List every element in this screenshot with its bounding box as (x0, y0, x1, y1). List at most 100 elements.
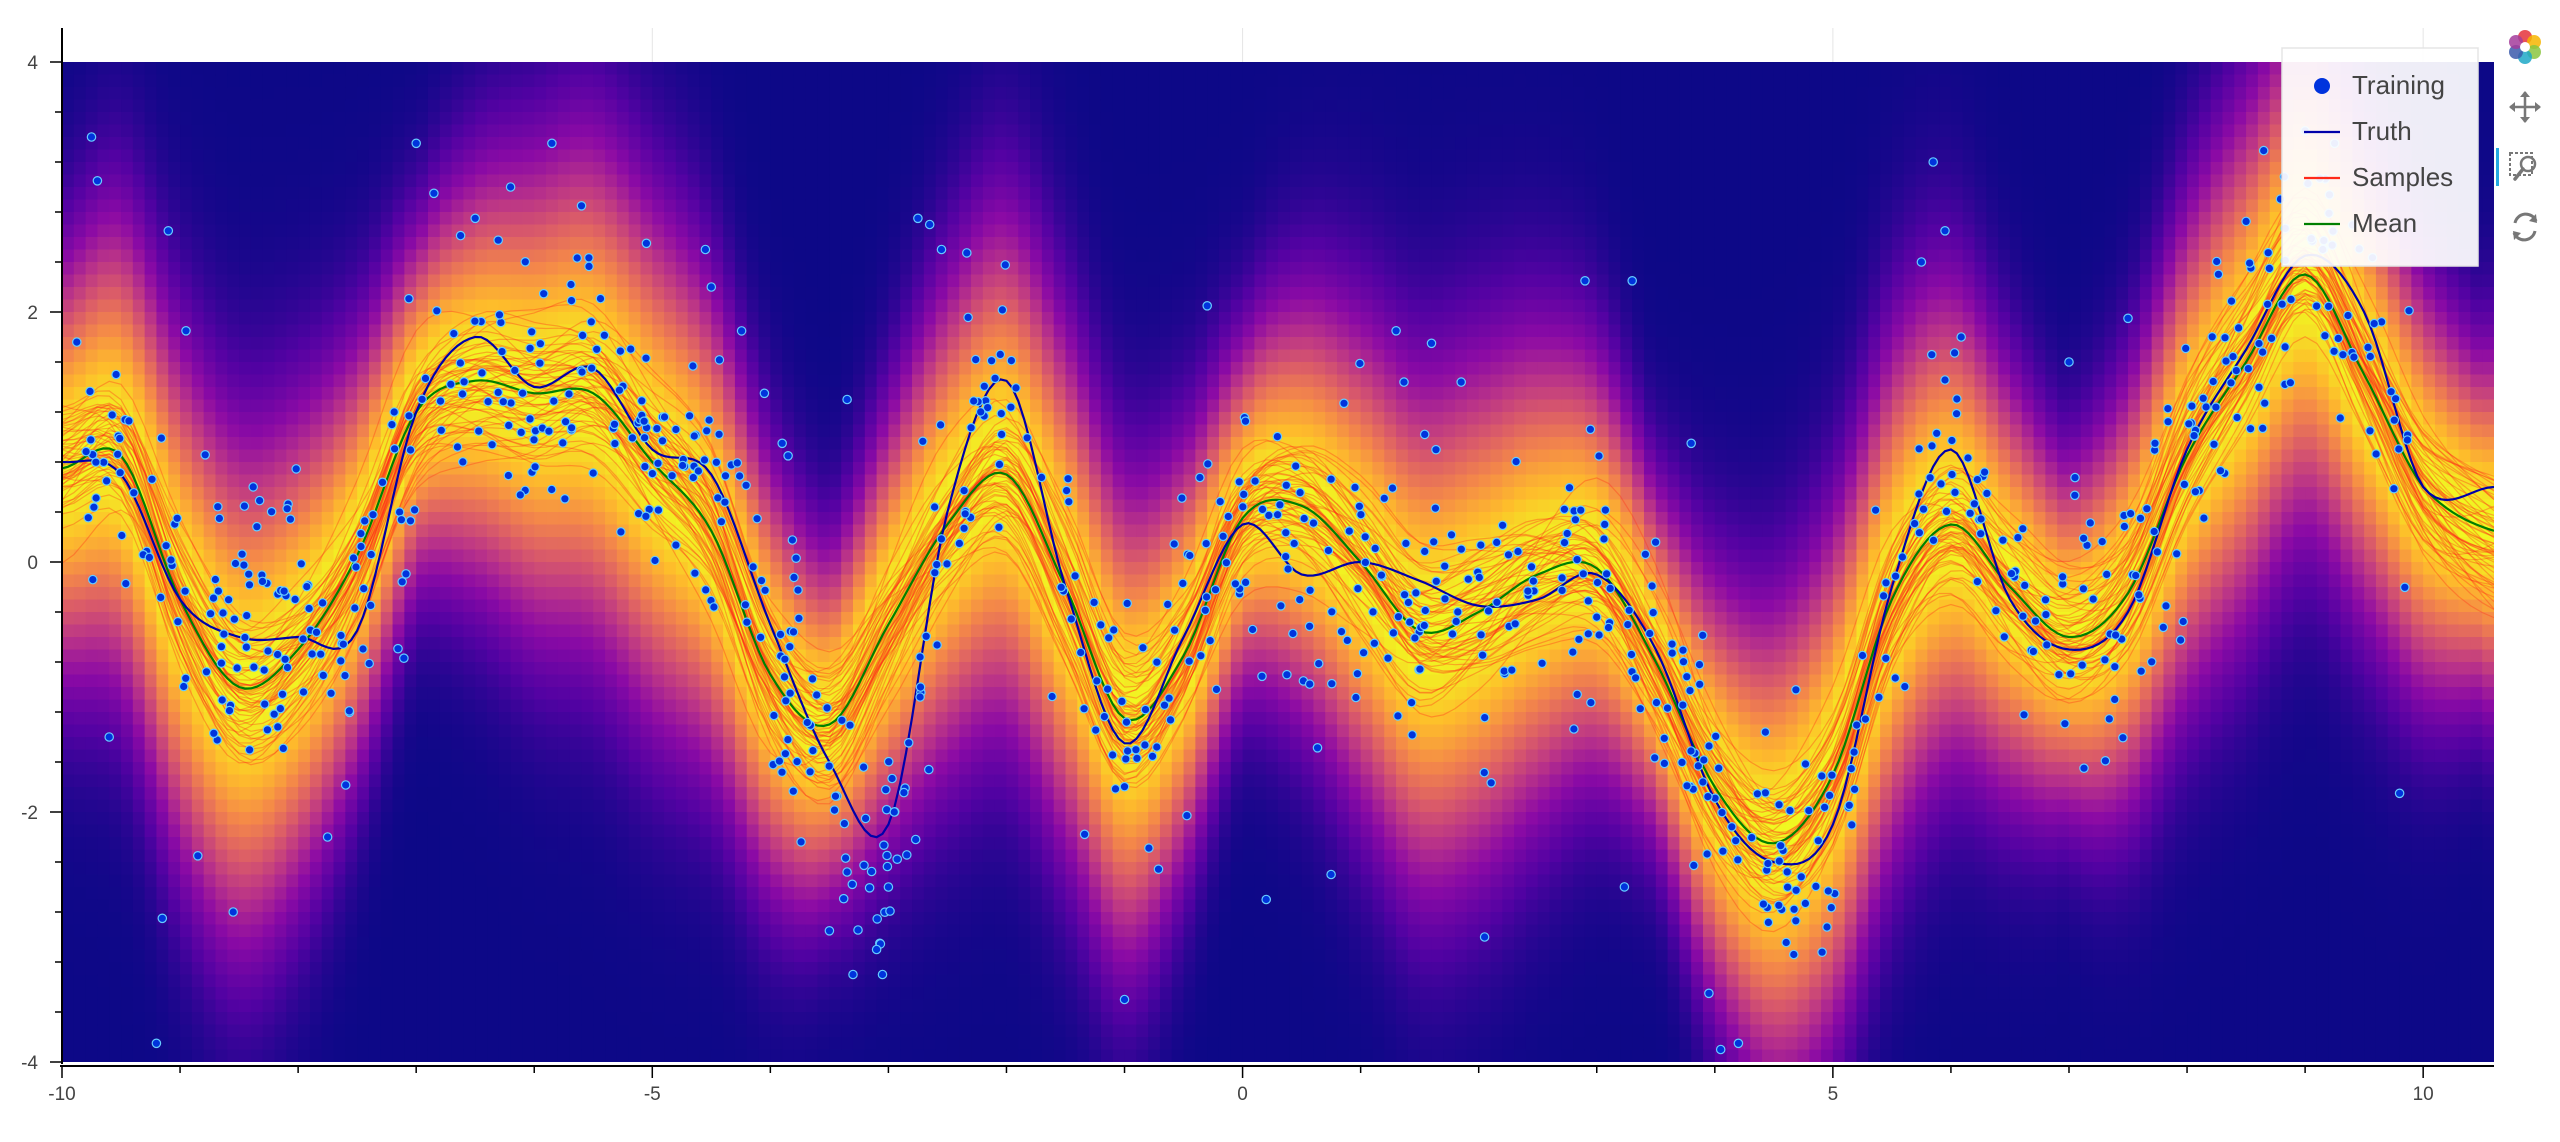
heatmap-cell (393, 75, 405, 88)
heatmap-cell (700, 200, 712, 213)
heatmap-cell (357, 762, 369, 775)
heatmap-cell (404, 550, 416, 563)
heatmap-cell (546, 700, 558, 713)
heatmap-cell (86, 750, 98, 763)
heatmap-cell (310, 337, 322, 350)
heatmap-cell (652, 700, 664, 713)
heatmap-cell (723, 275, 735, 288)
heatmap-cell (652, 725, 664, 738)
heatmap-cell (617, 987, 629, 1000)
heatmap-cell (782, 975, 794, 988)
heatmap-cell (109, 900, 121, 913)
heatmap-cell (640, 662, 652, 675)
heatmap-cell (782, 275, 794, 288)
heatmap-cell (487, 625, 499, 638)
heatmap-cell (475, 887, 487, 900)
heatmap-cell (700, 1025, 712, 1038)
heatmap-cell (156, 937, 168, 950)
heatmap-cell (286, 287, 298, 300)
heatmap-cell (558, 775, 570, 788)
heatmap-cell (286, 1000, 298, 1013)
heatmap-cell (310, 900, 322, 913)
heatmap-cell (109, 712, 121, 725)
heatmap-cell (239, 112, 251, 125)
heatmap-cell (652, 975, 664, 988)
heatmap-cell (345, 312, 357, 325)
heatmap-cell (310, 500, 322, 513)
heatmap-cell (227, 837, 239, 850)
heatmap-cell (475, 600, 487, 613)
heatmap-cell (664, 775, 676, 788)
heatmap-cell (428, 712, 440, 725)
heatmap-cell (109, 137, 121, 150)
heatmap-cell (581, 837, 593, 850)
heatmap-cell (664, 75, 676, 88)
heatmap-cell (251, 887, 263, 900)
heatmap-cell (770, 537, 782, 550)
heatmap-cell (369, 212, 381, 225)
heatmap-cell (133, 325, 145, 338)
heatmap-cell (747, 387, 759, 400)
heatmap-cell (664, 962, 676, 975)
heatmap-cell (534, 512, 546, 525)
heatmap-cell (640, 62, 652, 75)
heatmap-cell (310, 325, 322, 338)
heatmap-cell (534, 1012, 546, 1025)
heatmap-cell (782, 875, 794, 888)
heatmap-cell (688, 862, 700, 875)
heatmap-cell (62, 787, 74, 800)
heatmap-cell (357, 887, 369, 900)
heatmap-cell (204, 412, 216, 425)
heatmap-cell (121, 837, 133, 850)
heatmap-cell (463, 725, 475, 738)
heatmap-cell (286, 900, 298, 913)
heatmap-cell (700, 362, 712, 375)
heatmap-cell (322, 425, 334, 438)
heatmap-cell (74, 587, 86, 600)
heatmap-cell (522, 287, 534, 300)
heatmap-cell (546, 87, 558, 100)
heatmap-cell (156, 262, 168, 275)
heatmap-cell (168, 187, 180, 200)
heatmap-cell (605, 262, 617, 275)
heatmap-cell (74, 612, 86, 625)
heatmap-cell (452, 212, 464, 225)
heatmap-cell (688, 212, 700, 225)
heatmap-cell (416, 950, 428, 963)
heatmap-cell (310, 750, 322, 763)
heatmap-cell (156, 687, 168, 700)
heatmap-cell (239, 287, 251, 300)
heatmap-cell (86, 925, 98, 938)
heatmap-cell (215, 187, 227, 200)
heatmap-cell (570, 1037, 582, 1050)
heatmap-cell (511, 875, 523, 888)
heatmap-cell (522, 912, 534, 925)
heatmap-cell (534, 625, 546, 638)
heatmap-cell (275, 162, 287, 175)
heatmap-cell (759, 775, 771, 788)
heatmap-cell (629, 550, 641, 563)
heatmap-cell (581, 150, 593, 163)
heatmap-cell (652, 1037, 664, 1050)
heatmap-cell (759, 525, 771, 538)
heatmap-cell (617, 587, 629, 600)
heatmap-cell (499, 712, 511, 725)
heatmap-cell (369, 950, 381, 963)
heatmap-cell (74, 100, 86, 113)
heatmap-cell (345, 875, 357, 888)
heatmap-cell (109, 687, 121, 700)
heatmap-cell (546, 162, 558, 175)
heatmap-cell (570, 512, 582, 525)
heatmap-cell (463, 712, 475, 725)
heatmap-cell (286, 387, 298, 400)
heatmap-cell (735, 925, 747, 938)
heatmap-cell (605, 887, 617, 900)
heatmap-cell (192, 912, 204, 925)
heatmap-cell (522, 725, 534, 738)
heatmap-cell (156, 637, 168, 650)
heatmap-cell (204, 350, 216, 363)
heatmap-cell (534, 687, 546, 700)
heatmap-cell (558, 175, 570, 188)
heatmap-cell (251, 925, 263, 938)
